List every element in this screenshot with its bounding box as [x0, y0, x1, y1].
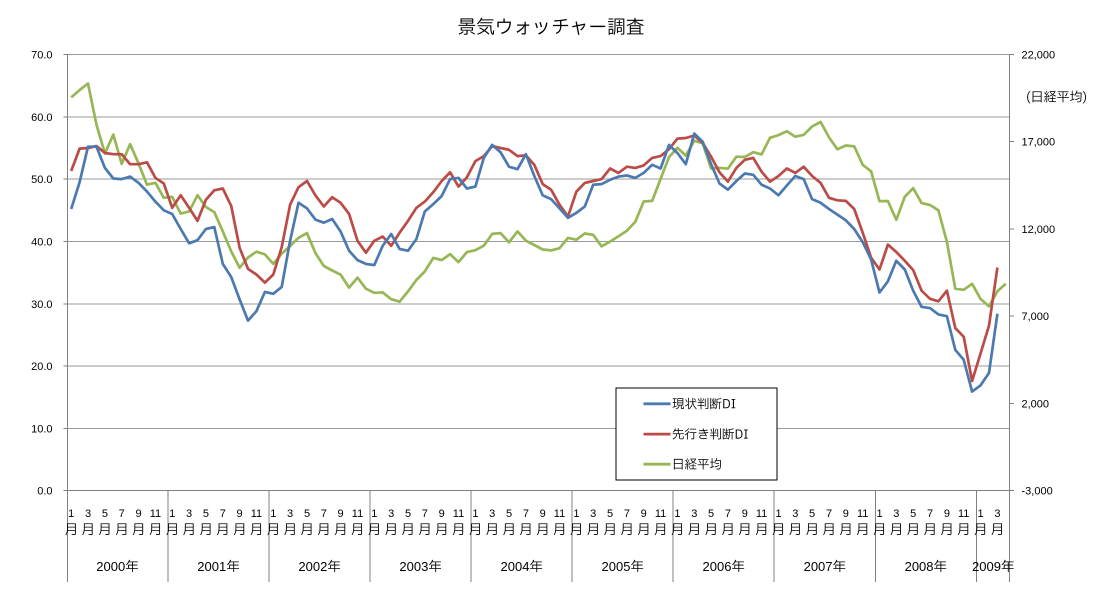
svg-text:11: 11: [655, 508, 666, 520]
svg-text:5: 5: [203, 508, 209, 520]
svg-text:50.0: 50.0: [31, 174, 52, 186]
svg-text:7: 7: [725, 508, 731, 520]
svg-text:5: 5: [102, 508, 108, 520]
svg-text:7,000: 7,000: [1022, 311, 1050, 323]
svg-text:11: 11: [958, 508, 969, 520]
svg-text:9: 9: [944, 508, 950, 520]
svg-text:1: 1: [169, 508, 175, 520]
svg-text:5: 5: [910, 508, 916, 520]
svg-text:20.0: 20.0: [31, 361, 52, 373]
svg-text:11: 11: [150, 508, 161, 520]
svg-text:17,000: 17,000: [1022, 137, 1056, 149]
svg-text:3: 3: [893, 508, 899, 520]
svg-text:-3,000: -3,000: [1022, 486, 1053, 498]
svg-text:30.0: 30.0: [31, 299, 52, 311]
svg-text:7: 7: [826, 508, 832, 520]
svg-text:22,000: 22,000: [1022, 50, 1056, 62]
svg-text:1: 1: [371, 508, 377, 520]
svg-text:2009: 2009: [972, 559, 1001, 574]
svg-text:5: 5: [304, 508, 310, 520]
svg-text:1: 1: [68, 508, 74, 520]
svg-text:2003: 2003: [399, 559, 428, 574]
svg-text:3: 3: [994, 508, 1000, 520]
svg-text:3: 3: [792, 508, 798, 520]
svg-text:9: 9: [742, 508, 748, 520]
svg-text:9: 9: [540, 508, 546, 520]
svg-text:3: 3: [85, 508, 91, 520]
svg-text:60.0: 60.0: [31, 112, 52, 124]
svg-text:11: 11: [251, 508, 262, 520]
svg-text:5: 5: [809, 508, 815, 520]
svg-text:3: 3: [186, 508, 192, 520]
svg-text:5: 5: [708, 508, 714, 520]
svg-text:7: 7: [220, 508, 226, 520]
svg-text:3: 3: [691, 508, 697, 520]
svg-text:9: 9: [338, 508, 344, 520]
svg-text:5: 5: [607, 508, 613, 520]
svg-text:7: 7: [119, 508, 125, 520]
svg-text:9: 9: [237, 508, 243, 520]
svg-text:10.0: 10.0: [31, 423, 52, 435]
svg-text:7: 7: [422, 508, 428, 520]
svg-text:11: 11: [756, 508, 767, 520]
svg-text:70.0: 70.0: [31, 50, 52, 62]
svg-text:2002: 2002: [298, 559, 327, 574]
svg-text:2,000: 2,000: [1022, 399, 1050, 411]
svg-text:1: 1: [775, 508, 781, 520]
svg-text:11: 11: [554, 508, 565, 520]
svg-text:3: 3: [388, 508, 394, 520]
svg-text:11: 11: [857, 508, 868, 520]
svg-text:2001: 2001: [197, 559, 226, 574]
svg-text:2008: 2008: [905, 559, 934, 574]
svg-text:9: 9: [641, 508, 647, 520]
svg-text:2006: 2006: [703, 559, 732, 574]
svg-text:12,000: 12,000: [1022, 224, 1056, 236]
svg-text:40.0: 40.0: [31, 236, 52, 248]
svg-text:11: 11: [352, 508, 363, 520]
svg-text:1: 1: [674, 508, 680, 520]
svg-text:7: 7: [624, 508, 630, 520]
svg-text:7: 7: [927, 508, 933, 520]
svg-text:0.0: 0.0: [37, 486, 52, 498]
svg-text:1: 1: [472, 508, 478, 520]
svg-text:9: 9: [843, 508, 849, 520]
svg-text:2007: 2007: [804, 559, 833, 574]
svg-text:1: 1: [876, 508, 882, 520]
svg-text:1: 1: [270, 508, 276, 520]
svg-text:9: 9: [136, 508, 142, 520]
svg-text:2004: 2004: [501, 559, 530, 574]
svg-text:5: 5: [506, 508, 512, 520]
svg-text:3: 3: [590, 508, 596, 520]
svg-text:7: 7: [523, 508, 529, 520]
svg-text:5: 5: [405, 508, 411, 520]
svg-text:2005: 2005: [602, 559, 631, 574]
svg-text:7: 7: [321, 508, 327, 520]
svg-text:3: 3: [287, 508, 293, 520]
svg-text:1: 1: [977, 508, 983, 520]
svg-text:11: 11: [453, 508, 464, 520]
svg-text:2000: 2000: [96, 559, 125, 574]
svg-text:3: 3: [489, 508, 495, 520]
svg-text:9: 9: [439, 508, 445, 520]
svg-text:1: 1: [573, 508, 579, 520]
